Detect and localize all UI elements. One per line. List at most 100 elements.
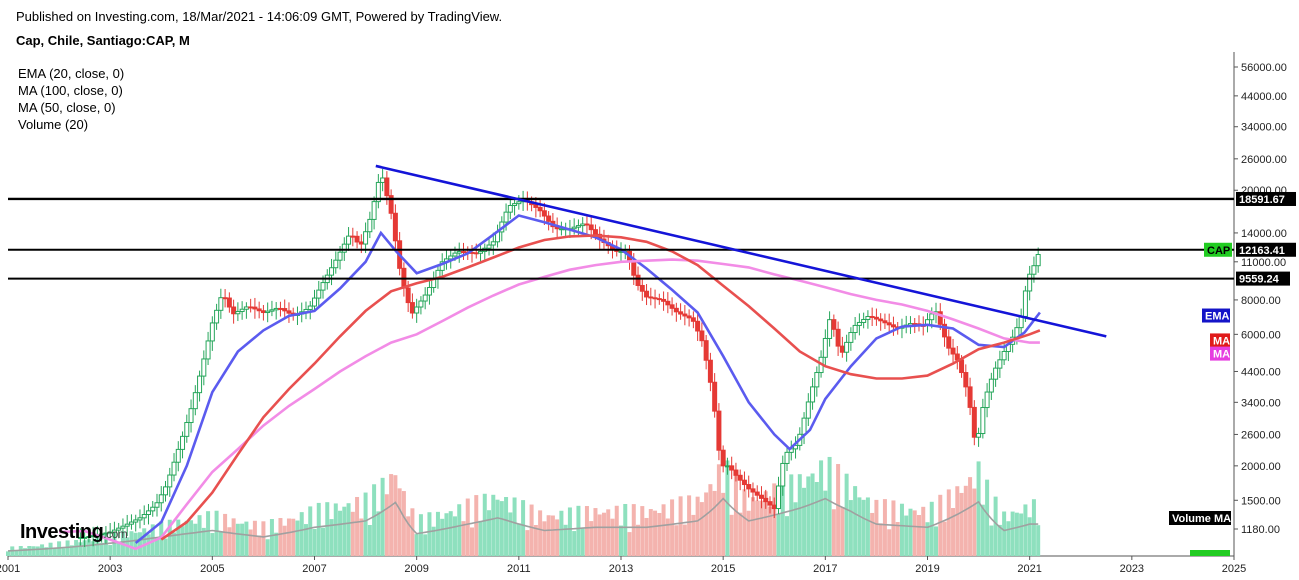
volume-bar — [112, 532, 117, 556]
volume-bar — [546, 515, 551, 556]
volume-bar — [891, 500, 896, 556]
candle-body — [137, 517, 143, 521]
candle-body — [686, 315, 692, 319]
volume-bar — [367, 525, 372, 556]
volume-bar — [40, 544, 45, 556]
volume-bar — [772, 483, 777, 556]
ma100-price-label: MA — [1213, 349, 1230, 361]
x-tick-label: 2011 — [507, 563, 531, 575]
volume-bar — [619, 525, 623, 556]
legend-ma50: MA (50, close, 0) — [18, 100, 116, 115]
candle-body — [831, 319, 837, 330]
volume-bar — [802, 487, 807, 556]
candle-body — [358, 241, 364, 245]
volume-bar — [278, 518, 283, 556]
candle-body — [639, 284, 645, 292]
candle-body — [1031, 265, 1037, 275]
candle-body — [418, 300, 424, 308]
volume-bar — [597, 514, 602, 556]
volume-bar — [457, 504, 462, 556]
volume-bar — [861, 499, 866, 556]
volume-bar — [759, 500, 764, 556]
volume-bar — [946, 489, 951, 556]
volume-bar — [465, 498, 470, 556]
volume-bar — [303, 524, 308, 556]
volume-bar — [929, 501, 934, 556]
candle-body — [312, 297, 317, 307]
volume-bar — [776, 514, 781, 556]
candle-body — [971, 406, 977, 438]
volume-bar — [623, 503, 628, 556]
volume-bar — [610, 518, 615, 556]
candle-body — [320, 282, 326, 291]
y-tick-label: 1180.00 — [1241, 524, 1280, 536]
candle-body — [363, 231, 369, 245]
x-tick-label: 2025 — [1222, 563, 1246, 575]
ema-line — [134, 214, 1041, 545]
candle-body — [307, 305, 313, 310]
y-tick-label: 56000.00 — [1241, 62, 1287, 74]
candle-body — [537, 206, 543, 212]
volume-bar — [184, 520, 189, 556]
candle-body — [882, 320, 888, 324]
candle-body — [763, 497, 769, 503]
volume-bar — [814, 481, 819, 556]
candle-body — [252, 306, 258, 310]
volume-ma-label-box — [1169, 511, 1231, 525]
y-tick-label: 4400.00 — [1241, 366, 1281, 378]
volume-bar — [789, 474, 794, 556]
volume-bar — [844, 473, 849, 556]
volume-bar — [1027, 517, 1032, 556]
volume-bar — [993, 496, 998, 556]
volume-bar — [895, 521, 900, 556]
volume-bar — [163, 538, 168, 556]
level-label-2-box — [1236, 271, 1290, 286]
candle-body — [184, 422, 190, 437]
volume-bar — [989, 525, 994, 556]
y-tick-label: 34000.00 — [1241, 122, 1287, 134]
volume-bar — [82, 540, 87, 556]
ema-price-label: EMA — [1205, 311, 1230, 323]
candle-body — [690, 317, 696, 322]
ema-price-label-box — [1202, 308, 1230, 323]
volume-bar — [601, 512, 606, 556]
volume-bar — [921, 506, 926, 556]
volume-bar — [116, 541, 121, 556]
candle-body — [861, 318, 867, 323]
volume-bar — [146, 534, 151, 556]
volume-bar — [78, 542, 83, 556]
volume-bar — [223, 513, 228, 556]
volume-bar — [61, 548, 66, 556]
x-tick-label: 2003 — [98, 563, 122, 575]
volume-bar — [397, 488, 402, 556]
last-price-label-box — [1236, 242, 1296, 257]
candle-body — [448, 255, 454, 260]
candle-body — [141, 514, 147, 519]
volume-bar — [252, 520, 257, 556]
candle-body — [154, 502, 160, 508]
volume-bar — [154, 537, 159, 556]
volume-bar — [133, 532, 138, 556]
volume-bar — [840, 507, 845, 556]
volume-bar — [955, 486, 960, 556]
volume-bar — [74, 540, 79, 556]
candle-body — [460, 251, 466, 254]
candle-body — [963, 372, 969, 388]
volume-bar — [240, 523, 245, 556]
candle-body — [844, 341, 850, 353]
candle-body — [371, 201, 377, 220]
volume-bar — [959, 492, 964, 556]
volume-bar — [968, 477, 973, 556]
candle-body — [512, 203, 518, 206]
y-tick-label: 3400.00 — [1241, 397, 1281, 409]
logo-suffix: .com — [103, 527, 128, 541]
x-tick-label: 2009 — [404, 563, 428, 575]
candle-body — [648, 296, 654, 299]
volume-bar — [997, 524, 1002, 556]
legend-ema: EMA (20, close, 0) — [18, 66, 125, 81]
volume-bar — [733, 474, 738, 556]
volume-bar — [193, 523, 198, 556]
volume-bar — [729, 514, 734, 556]
candle-body — [337, 251, 343, 261]
